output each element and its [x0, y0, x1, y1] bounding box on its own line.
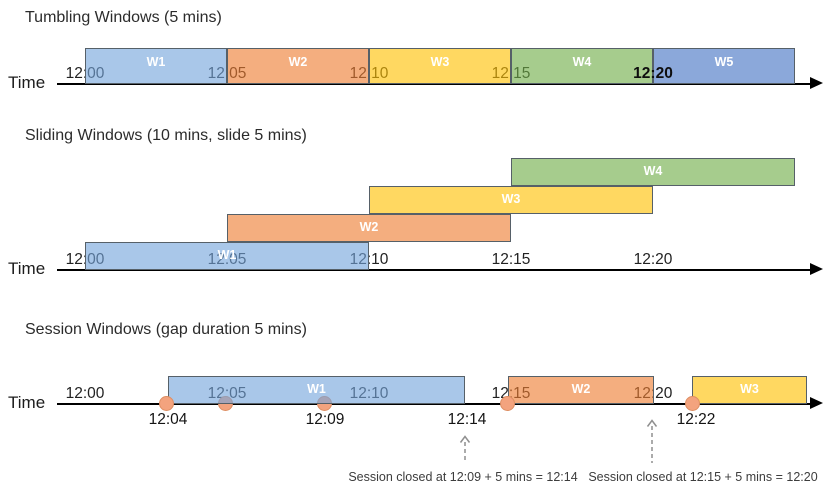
event-time-label: 12:14	[447, 411, 487, 428]
axis-tick-label: 12:15	[491, 251, 531, 268]
window-label: W1	[146, 55, 166, 69]
window-rect	[511, 48, 653, 84]
dashed-up-arrow-icon	[644, 418, 660, 469]
diagram-title: Sliding Windows (10 mins, slide 5 mins)	[25, 127, 307, 144]
window-rect	[227, 214, 511, 242]
window-rect	[85, 242, 369, 270]
window-label: W4	[572, 55, 592, 69]
event-time-label: 12:04	[148, 411, 188, 428]
window-label: W2	[359, 220, 379, 234]
window-label: W1	[217, 248, 237, 262]
window-label: W3	[501, 192, 521, 206]
axis-tick-label: 12:00	[65, 385, 105, 402]
time-axis-label: Time	[8, 393, 46, 412]
window-rect	[85, 48, 227, 84]
window-label: W4	[643, 164, 663, 178]
session-annotation: Session closed at 12:09 + 5 mins = 12:14	[348, 470, 578, 484]
window-rect	[369, 186, 653, 214]
diagram-title: Session Windows (gap duration 5 mins)	[25, 321, 307, 338]
event-dot	[500, 396, 515, 411]
axis-arrow-icon	[810, 263, 823, 275]
axis-tick-label: 12:20	[633, 251, 673, 268]
window-label: W1	[307, 382, 326, 396]
window-label: W2	[288, 55, 308, 69]
window-rect	[369, 48, 511, 84]
diagram-title: Tumbling Windows (5 mins)	[25, 9, 222, 26]
axis-line	[57, 269, 812, 271]
axis-tick-label: 12:20	[633, 65, 673, 82]
window-rect	[653, 48, 795, 84]
window-rect	[168, 376, 465, 404]
window-label: W2	[571, 382, 591, 396]
window-rect	[227, 48, 369, 84]
event-time-label: 12:22	[676, 411, 716, 428]
window-label: W3	[740, 382, 759, 396]
session-annotation: Session closed at 12:15 + 5 mins = 12:20	[588, 470, 818, 484]
window-label: W5	[714, 55, 734, 69]
event-dot	[159, 396, 174, 411]
time-axis-label: Time	[8, 73, 46, 92]
time-axis-label: Time	[8, 259, 46, 278]
event-dot	[685, 396, 700, 411]
window-rect	[511, 158, 795, 186]
event-time-label: 12:09	[305, 411, 345, 428]
window-rect	[692, 376, 807, 404]
axis-arrow-icon	[810, 77, 823, 89]
dashed-up-arrow-icon	[457, 434, 473, 469]
window-rect	[508, 376, 654, 404]
axis-line	[57, 83, 812, 85]
axis-arrow-icon	[810, 397, 823, 409]
window-label: W3	[430, 55, 450, 69]
axis-line	[57, 403, 812, 405]
